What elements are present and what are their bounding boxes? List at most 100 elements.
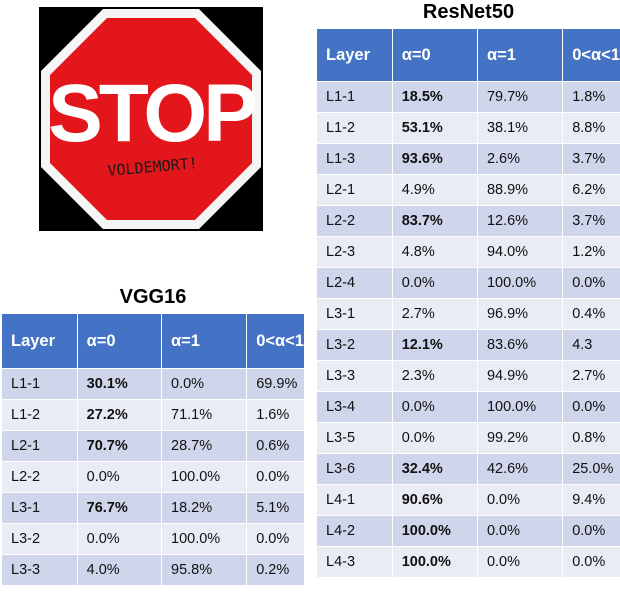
table-cell-layer: L4-3 bbox=[316, 546, 393, 578]
table-cell-layer: L1-2 bbox=[316, 112, 393, 144]
table-cell-a0: 30.1% bbox=[76, 368, 163, 400]
stop-sign-icon: STOP VOLDEMORT! bbox=[41, 9, 261, 229]
table-cell-layer: L2-1 bbox=[1, 430, 78, 462]
table-cell-layer: L3-2 bbox=[1, 523, 78, 555]
table-cell-layer: L4-1 bbox=[316, 484, 393, 516]
table-cell-layer: L3-6 bbox=[316, 453, 393, 485]
table-cell-a0: 27.2% bbox=[76, 399, 163, 431]
table-cell-a1: 88.9% bbox=[476, 174, 564, 206]
table-cell-layer: L3-4 bbox=[316, 391, 393, 423]
table-cell-layer: L4-2 bbox=[316, 515, 393, 547]
table-row: L3-6 32.4% 42.6% 25.0% bbox=[316, 453, 620, 485]
table-row: L3-3 2.3% 94.9% 2.7% bbox=[316, 360, 620, 392]
table-cell-a1: 100.0% bbox=[161, 461, 248, 493]
table-cell-mid: 3.7% bbox=[562, 205, 620, 237]
table-cell-a0: 90.6% bbox=[391, 484, 478, 516]
table-cell-a0: 12.1% bbox=[391, 329, 478, 361]
vgg-table: Layer α=0 α=1 0<α<1 L1-1 30.1% 0.0% 69.9% L1-2 2… bbox=[1, 313, 305, 586]
vgg-header-cell: α=1 bbox=[161, 313, 248, 369]
table-cell-a0: 4.8% bbox=[391, 236, 478, 268]
table-row: L3-5 0.0% 99.2% 0.8% bbox=[316, 422, 620, 454]
table-row: L1-1 30.1% 0.0% 69.9% bbox=[1, 368, 305, 400]
table-cell-mid: 1.6% bbox=[246, 399, 305, 431]
table-cell-a0: 0.0% bbox=[391, 422, 478, 454]
table-cell-a1: 95.8% bbox=[161, 554, 248, 586]
table-row: L2-1 4.9% 88.9% 6.2% bbox=[316, 174, 620, 206]
stop-sign-text: STOP bbox=[48, 68, 255, 159]
resnet-header-cell: 0<α<1 bbox=[562, 28, 620, 82]
table-cell-mid: 0.6% bbox=[246, 430, 305, 462]
table-cell-a0: 100.0% bbox=[391, 515, 478, 547]
table-cell-mid: 4.3 bbox=[562, 329, 620, 361]
table-row: L2-2 0.0% 100.0% 0.0% bbox=[1, 461, 305, 493]
table-cell-layer: L3-5 bbox=[316, 422, 393, 454]
table-cell-a1: 0.0% bbox=[476, 515, 564, 547]
table-cell-mid: 1.2% bbox=[562, 236, 620, 268]
table-cell-a1: 79.7% bbox=[476, 81, 564, 113]
table-row: L2-3 4.8% 94.0% 1.2% bbox=[316, 236, 620, 268]
table-cell-a0: 18.5% bbox=[391, 81, 478, 113]
table-cell-mid: 0.0% bbox=[562, 391, 620, 423]
table-cell-mid: 0.0% bbox=[246, 461, 305, 493]
table-row: L2-2 83.7% 12.6% 3.7% bbox=[316, 205, 620, 237]
stop-sign-image: STOP VOLDEMORT! bbox=[39, 7, 263, 231]
table-row: L3-4 0.0% 100.0% 0.0% bbox=[316, 391, 620, 423]
table-row: L3-3 4.0% 95.8% 0.2% bbox=[1, 554, 305, 586]
table-cell-a1: 42.6% bbox=[476, 453, 564, 485]
table-cell-a1: 28.7% bbox=[161, 430, 248, 462]
table-cell-layer: L3-3 bbox=[1, 554, 78, 586]
table-row: L4-1 90.6% 0.0% 9.4% bbox=[316, 484, 620, 516]
table-cell-a1: 83.6% bbox=[476, 329, 564, 361]
table-row: L1-2 27.2% 71.1% 1.6% bbox=[1, 399, 305, 431]
table-cell-mid: 69.9% bbox=[246, 368, 305, 400]
table-cell-mid: 3.7% bbox=[562, 143, 620, 175]
table-cell-a0: 53.1% bbox=[391, 112, 478, 144]
table-cell-a0: 4.9% bbox=[391, 174, 478, 206]
resnet-table: Layer α=0 α=1 0<α<1 L1-1 18.5% 79.7% 1.8% L1-2 5… bbox=[316, 28, 620, 578]
table-cell-layer: L2-2 bbox=[1, 461, 78, 493]
vgg-header-cell: α=0 bbox=[76, 313, 163, 369]
table-cell-layer: L2-2 bbox=[316, 205, 393, 237]
table-cell-a1: 12.6% bbox=[476, 205, 564, 237]
table-cell-a0: 0.0% bbox=[391, 267, 478, 299]
resnet-title: ResNet50 bbox=[422, 1, 515, 23]
table-cell-mid: 6.2% bbox=[562, 174, 620, 206]
vgg-header-cell: 0<α<1 bbox=[246, 313, 305, 369]
table-cell-layer: L1-3 bbox=[316, 143, 393, 175]
table-cell-layer: L3-1 bbox=[1, 492, 78, 524]
table-cell-layer: L1-2 bbox=[1, 399, 78, 431]
table-cell-a1: 2.6% bbox=[476, 143, 564, 175]
table-cell-a1: 0.0% bbox=[476, 484, 564, 516]
table-cell-layer: L1-1 bbox=[1, 368, 78, 400]
table-row: L3-1 2.7% 96.9% 0.4% bbox=[316, 298, 620, 330]
resnet-header-cell: α=1 bbox=[476, 28, 564, 82]
table-cell-a1: 94.9% bbox=[476, 360, 564, 392]
table-row: L3-2 0.0% 100.0% 0.0% bbox=[1, 523, 305, 555]
table-cell-a0: 0.0% bbox=[391, 391, 478, 423]
table-row: L1-1 18.5% 79.7% 1.8% bbox=[316, 81, 620, 113]
table-cell-a0: 0.0% bbox=[76, 461, 163, 493]
table-cell-a1: 0.0% bbox=[476, 546, 564, 578]
table-cell-a1: 0.0% bbox=[161, 368, 248, 400]
table-cell-layer: L2-1 bbox=[316, 174, 393, 206]
table-row: L3-1 76.7% 18.2% 5.1% bbox=[1, 492, 305, 524]
table-cell-a0: 93.6% bbox=[391, 143, 478, 175]
table-row: L1-2 53.1% 38.1% 8.8% bbox=[316, 112, 620, 144]
table-cell-mid: 0.0% bbox=[562, 267, 620, 299]
table-cell-a0: 70.7% bbox=[76, 430, 163, 462]
table-cell-mid: 0.8% bbox=[562, 422, 620, 454]
table-cell-mid: 0.4% bbox=[562, 298, 620, 330]
table-cell-mid: 8.8% bbox=[562, 112, 620, 144]
table-cell-a1: 96.9% bbox=[476, 298, 564, 330]
table-cell-a0: 2.7% bbox=[391, 298, 478, 330]
table-cell-a0: 0.0% bbox=[76, 523, 163, 555]
resnet-header-cell: α=0 bbox=[391, 28, 478, 82]
table-cell-a1: 18.2% bbox=[161, 492, 248, 524]
table-cell-mid: 25.0% bbox=[562, 453, 620, 485]
table-cell-a1: 94.0% bbox=[476, 236, 564, 268]
table-cell-mid: 0.0% bbox=[562, 546, 620, 578]
table-cell-layer: L1-1 bbox=[316, 81, 393, 113]
table-row: L3-2 12.1% 83.6% 4.3 bbox=[316, 329, 620, 361]
table-cell-mid: 0.0% bbox=[246, 523, 305, 555]
table-row: L2-4 0.0% 100.0% 0.0% bbox=[316, 267, 620, 299]
